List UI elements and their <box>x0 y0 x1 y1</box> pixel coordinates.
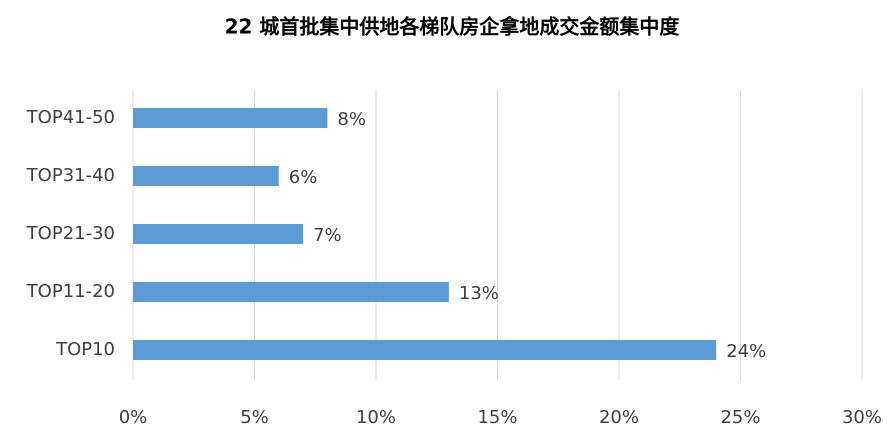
x-tick-label: 30% <box>842 407 882 428</box>
data-label: 8% <box>337 109 366 130</box>
y-tick-label: TOP41-50 <box>26 107 115 128</box>
bar <box>133 224 304 244</box>
bar <box>133 166 279 186</box>
y-tick-label: TOP10 <box>55 339 115 360</box>
x-tick-label: 20% <box>599 407 639 428</box>
x-tick-label: 25% <box>720 407 760 428</box>
bar <box>133 108 328 128</box>
bar <box>133 340 717 360</box>
x-tick-label: 0% <box>119 407 148 428</box>
bar <box>133 282 449 302</box>
chart-title: 22 城首批集中供地各梯队房企拿地成交金额集中度 <box>225 15 681 39</box>
data-label: 13% <box>459 283 499 304</box>
data-label: 6% <box>289 167 318 188</box>
y-tick-label: TOP21-30 <box>26 223 115 244</box>
y-tick-label: TOP31-40 <box>26 165 115 186</box>
x-tick-label: 15% <box>477 407 517 428</box>
x-tick-label: 10% <box>356 407 396 428</box>
data-label: 24% <box>726 341 766 362</box>
data-label: 7% <box>313 225 342 246</box>
y-tick-label: TOP11-20 <box>26 281 115 302</box>
x-tick-label: 5% <box>240 407 269 428</box>
